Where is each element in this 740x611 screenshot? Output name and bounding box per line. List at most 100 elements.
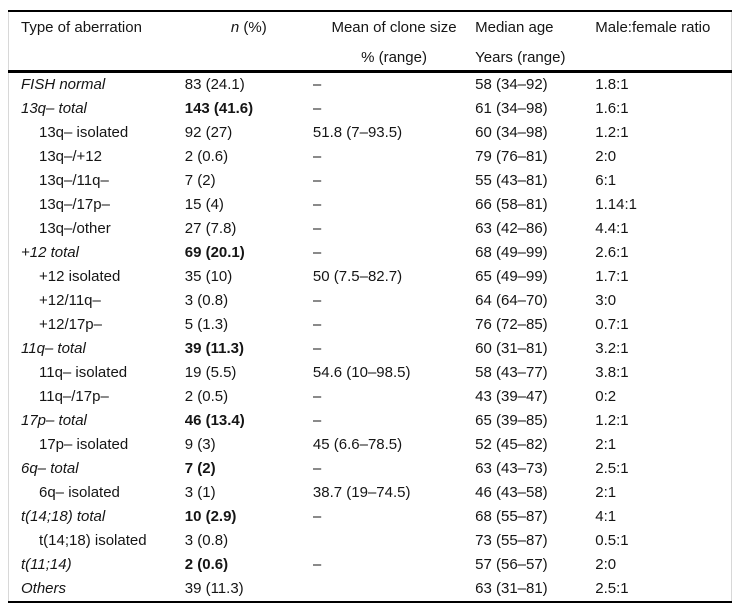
cell-male-female-ratio: 1.14:1 — [595, 196, 637, 213]
cell-median-age: 66 (58–81) — [475, 196, 548, 213]
cell-n-percent: 35 (10) — [184, 268, 233, 285]
row-label: 13q–/11q– — [39, 172, 109, 189]
cell-n-percent: 19 (5.5) — [184, 364, 237, 381]
cell-mean-clone-size: 38.7 (19–74.5) — [312, 484, 411, 501]
table-row: +12/11q– 3 (0.8) – 64 (64–70) 3:0 — [9, 289, 732, 313]
cell-mean-clone-size: – — [312, 316, 322, 333]
header-median-age: Median age Years (range) — [475, 11, 596, 73]
cell-male-female-ratio: 2:0 — [595, 148, 617, 165]
table-row: 17p– total 46 (13.4) – 65 (39–85) 1.2:1 — [9, 409, 732, 433]
table-row: 6q– isolated 3 (1) 38.7 (19–74.5) 46 (43–58… — [9, 481, 732, 505]
row-label: 17p– isolated — [39, 436, 129, 453]
table-row: Others 39 (11.3) 63 (31–81) 2.5:1 — [9, 577, 732, 602]
cell-median-age: 63 (43–73) — [475, 460, 548, 477]
cell-n-percent: 7 (2) — [184, 172, 216, 189]
table-row: +12 total 69 (20.1) – 68 (49–99) 2.6:1 — [9, 241, 732, 265]
cell-n-percent: 27 (7.8) — [184, 220, 237, 237]
row-label: 11q– total — [21, 340, 86, 357]
cell-median-age: 43 (39–47) — [475, 388, 548, 405]
header-label: n (%) — [185, 20, 313, 36]
cell-n-percent: 15 (4) — [184, 196, 224, 213]
cell-mean-clone-size — [313, 529, 475, 553]
cell-male-female-ratio: 4.4:1 — [595, 220, 629, 237]
cell-n-percent: 10 (2.9) — [184, 508, 237, 525]
table-row: FISH normal 83 (24.1) – 58 (34–92) 1.8:1 — [9, 72, 732, 98]
cell-mean-clone-size: 51.8 (7–93.5) — [312, 124, 403, 141]
cell-n-percent: 143 (41.6) — [184, 100, 254, 117]
cell-median-age: 60 (31–81) — [475, 340, 548, 357]
header-label: Male:female ratio — [595, 19, 711, 36]
cell-mean-clone-size: – — [312, 556, 322, 573]
table-row: 6q– total 7 (2) – 63 (43–73) 2.5:1 — [9, 457, 732, 481]
cell-n-percent: 46 (13.4) — [184, 412, 245, 429]
cell-n-percent: 3 (1) — [184, 484, 216, 501]
cell-male-female-ratio: 3.2:1 — [595, 340, 629, 357]
cell-n-percent: 2 (0.6) — [184, 148, 229, 165]
aberration-table: Type of aberration n (%) Mean of clone s… — [8, 10, 732, 603]
cell-male-female-ratio: 0.7:1 — [595, 316, 629, 333]
header-n-unit: (%) — [239, 19, 267, 36]
cell-median-age: 65 (49–99) — [475, 268, 548, 285]
cell-male-female-ratio: 6:1 — [595, 172, 617, 189]
cell-mean-clone-size: – — [312, 292, 322, 309]
row-label: +12/17p– — [39, 316, 102, 333]
header-label-line1: Median age — [475, 19, 554, 36]
row-label: FISH normal — [21, 76, 106, 93]
row-label: 13q–/+12 — [39, 148, 102, 165]
cell-male-female-ratio: 2.6:1 — [595, 244, 629, 261]
table-row: 13q–/other 27 (7.8) – 63 (42–86) 4.4:1 — [9, 217, 732, 241]
cell-mean-clone-size: 54.6 (10–98.5) — [312, 364, 411, 381]
cell-mean-clone-size: – — [312, 196, 322, 213]
cell-mean-clone-size: – — [312, 220, 322, 237]
cell-mean-clone-size — [313, 577, 475, 602]
cell-male-female-ratio: 4:1 — [595, 508, 617, 525]
cell-n-percent: 39 (11.3) — [184, 580, 244, 597]
cell-median-age: 79 (76–81) — [475, 148, 548, 165]
row-label: 13q–/17p– — [39, 196, 110, 213]
cell-mean-clone-size: – — [312, 388, 322, 405]
cell-male-female-ratio: 0:2 — [595, 388, 617, 405]
cell-male-female-ratio: 2:0 — [595, 556, 617, 573]
cell-mean-clone-size: 45 (6.6–78.5) — [312, 436, 403, 453]
cell-male-female-ratio: 2:1 — [595, 484, 617, 501]
row-label: 13q–/other — [39, 220, 111, 237]
cell-male-female-ratio: 1.8:1 — [595, 76, 629, 93]
header-type-of-aberration: Type of aberration — [8, 11, 185, 73]
table-row: 13q– total 143 (41.6) – 61 (34–98) 1.6:1 — [9, 97, 732, 121]
cell-n-percent: 69 (20.1) — [184, 244, 245, 261]
cell-male-female-ratio: 0.5:1 — [595, 532, 629, 549]
cell-mean-clone-size: – — [312, 412, 322, 429]
cell-median-age: 52 (45–82) — [475, 436, 548, 453]
cell-mean-clone-size: 50 (7.5–82.7) — [312, 268, 403, 285]
cell-mean-clone-size: – — [312, 340, 322, 357]
cell-mean-clone-size: – — [312, 508, 322, 525]
cell-n-percent: 39 (11.3) — [184, 340, 244, 357]
row-label: 13q– isolated — [39, 124, 129, 141]
cell-male-female-ratio: 1.7:1 — [595, 268, 629, 285]
row-label: +12 isolated — [39, 268, 121, 285]
cell-n-percent: 83 (24.1) — [184, 76, 245, 93]
row-label: 17p– total — [21, 412, 87, 429]
table-row: 11q–/17p– 2 (0.5) – 43 (39–47) 0:2 — [9, 385, 732, 409]
cell-n-percent: 9 (3) — [184, 436, 216, 453]
cell-n-percent: 2 (0.5) — [184, 388, 229, 405]
cell-male-female-ratio: 3.8:1 — [595, 364, 629, 381]
cell-male-female-ratio: 1.6:1 — [595, 100, 629, 117]
cell-n-percent: 3 (0.8) — [184, 532, 229, 549]
row-label: 6q– isolated — [39, 484, 120, 501]
row-label: 13q– total — [21, 100, 87, 117]
row-label: t(14;18) total — [21, 508, 106, 525]
header-n-symbol: n — [230, 19, 240, 36]
table-row: 13q–/+12 2 (0.6) – 79 (76–81) 2:0 — [9, 145, 732, 169]
header-label-line2: Years (range) — [475, 49, 566, 66]
cell-median-age: 60 (34–98) — [475, 124, 548, 141]
cell-median-age: 46 (43–58) — [475, 484, 548, 501]
cell-median-age: 65 (39–85) — [475, 412, 548, 429]
row-label: 11q–/17p– — [39, 388, 109, 405]
cell-median-age: 58 (43–77) — [475, 364, 548, 381]
cell-mean-clone-size: – — [312, 244, 322, 261]
cell-mean-clone-size: – — [312, 100, 322, 117]
cell-n-percent: 5 (1.3) — [184, 316, 229, 333]
cell-male-female-ratio: 2.5:1 — [595, 460, 629, 477]
table-row: +12/17p– 5 (1.3) – 76 (72–85) 0.7:1 — [9, 313, 732, 337]
